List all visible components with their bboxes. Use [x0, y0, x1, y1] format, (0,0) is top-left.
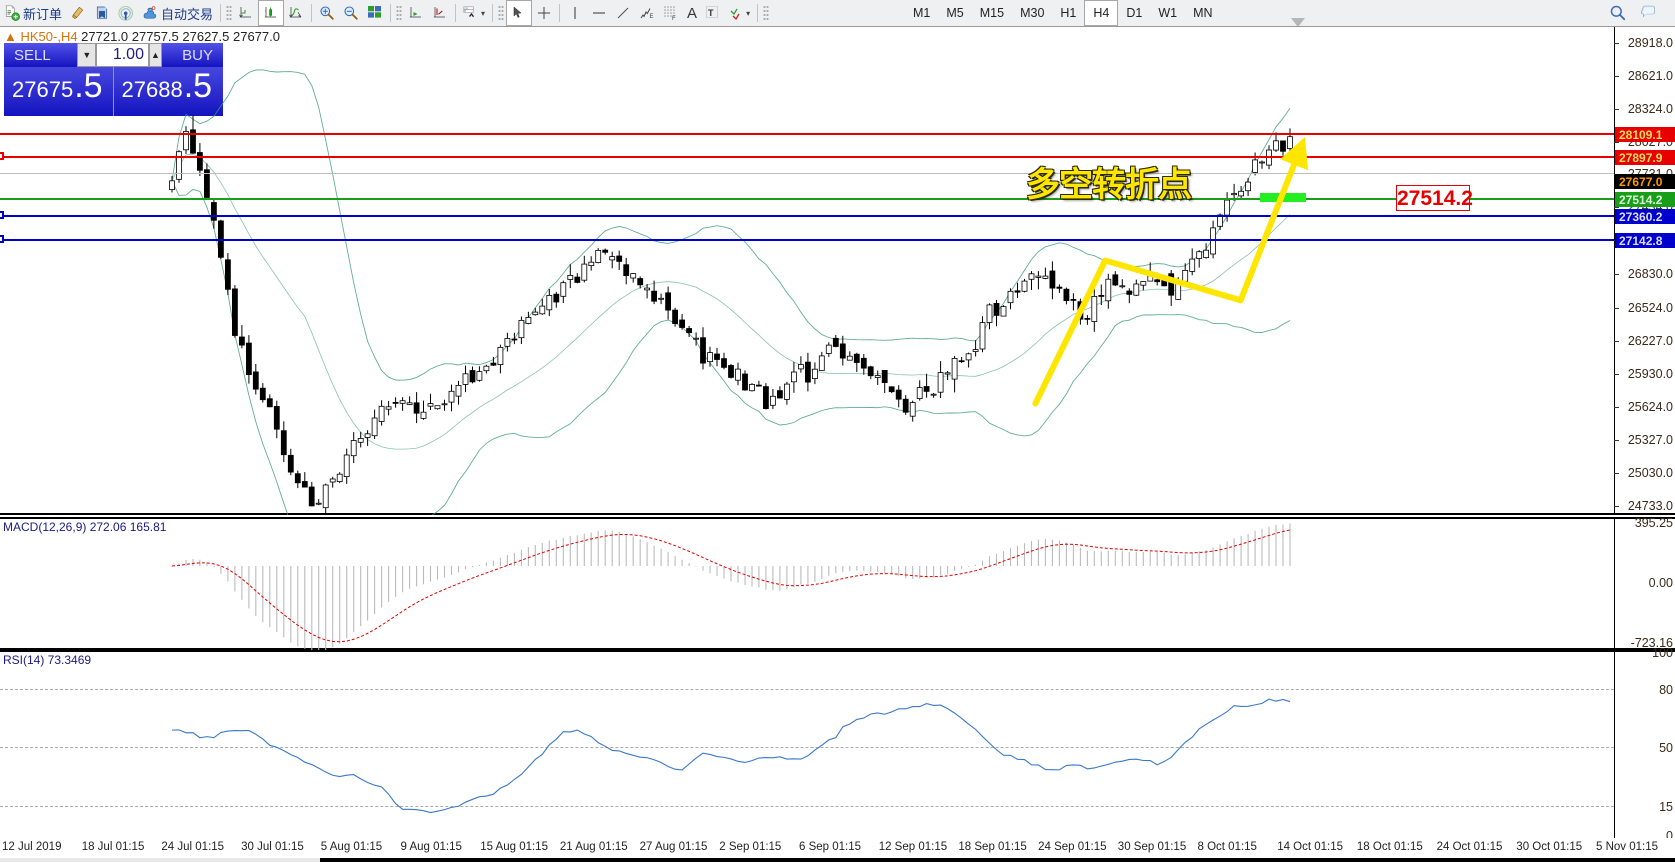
svg-text:T: T — [708, 8, 714, 18]
svg-text:F: F — [672, 16, 676, 21]
svg-text:E: E — [650, 14, 654, 20]
